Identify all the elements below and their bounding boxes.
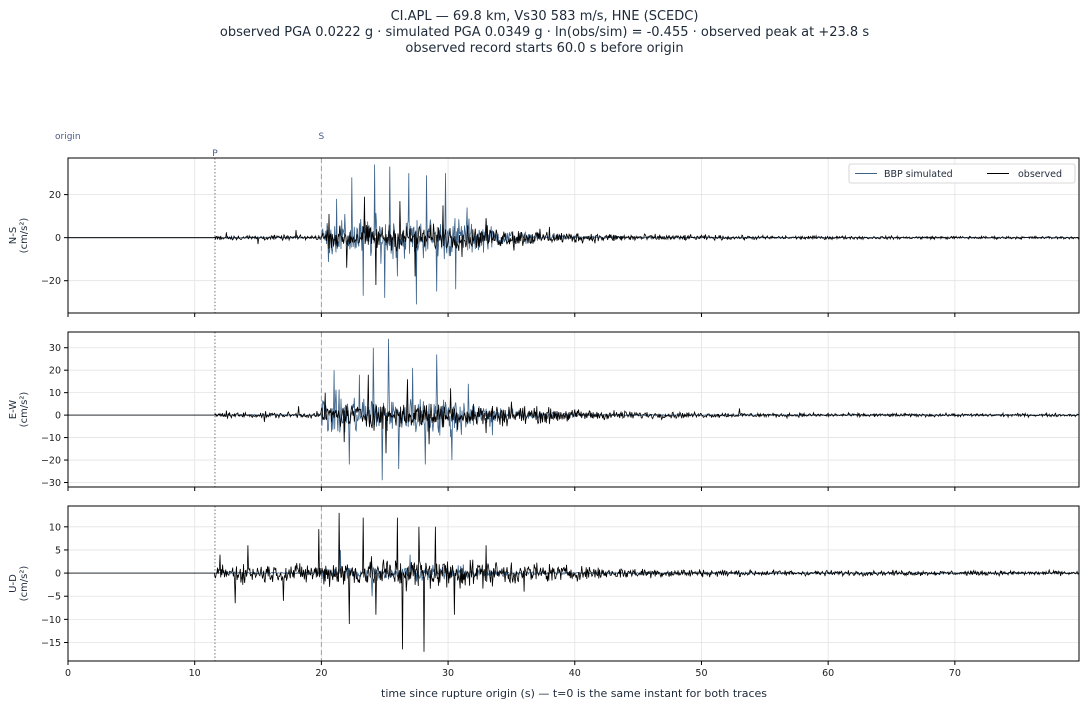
- y-axis-label: (cm/s²): [19, 218, 30, 254]
- trace-observed: [68, 196, 1079, 286]
- legend-label-simulated: BBP simulated: [884, 169, 953, 180]
- y-tick-label: 0: [55, 569, 61, 580]
- x-tick-label: 0: [65, 668, 71, 679]
- marker-label-s: S: [319, 132, 325, 142]
- trace-observed: [68, 374, 1079, 454]
- y-axis-label: N-S: [8, 227, 19, 244]
- x-axis-label: time since rupture origin (s) — t=0 is t…: [381, 687, 767, 700]
- marker-label-p: P: [212, 149, 218, 159]
- x-tick-label: 20: [315, 668, 327, 679]
- y-tick-label: −15: [41, 638, 61, 649]
- x-tick-label: 40: [569, 668, 581, 679]
- figure-title-line-1: CI.APL — 69.8 km, Vs30 583 m/s, HNE (SCE…: [390, 9, 699, 24]
- y-axis-label: (cm/s²): [19, 392, 30, 428]
- y-tick-label: −5: [47, 592, 61, 603]
- plot-frame: [67, 331, 1080, 488]
- y-tick-label: 20: [49, 366, 61, 377]
- x-tick-label: 30: [442, 668, 454, 679]
- y-axis-label: U-D: [8, 574, 19, 593]
- y-tick-label: 0: [55, 411, 61, 422]
- y-tick-label: −20: [41, 456, 61, 467]
- y-tick-label: −30: [41, 478, 61, 489]
- y-axis-label: (cm/s²): [19, 566, 30, 602]
- figure-title-line-2: observed PGA 0.0222 g · simulated PGA 0.…: [219, 25, 870, 40]
- y-tick-label: 5: [55, 545, 61, 556]
- y-tick-label: 10: [49, 522, 61, 533]
- trace-simulated: [68, 164, 1079, 305]
- y-tick-label: −10: [41, 615, 61, 626]
- y-tick-label: 30: [49, 343, 61, 354]
- legend-label-observed: observed: [1018, 169, 1062, 180]
- legend-box: [848, 163, 1076, 184]
- trace-observed: [68, 512, 1079, 652]
- x-tick-label: 60: [822, 668, 834, 679]
- trace-simulated: [68, 338, 1079, 481]
- y-tick-label: −20: [41, 276, 61, 287]
- x-tick-label: 10: [189, 668, 201, 679]
- y-tick-label: 0: [55, 233, 61, 244]
- y-axis-label: E-W: [8, 400, 19, 420]
- figure-title-line-3: observed record starts 60.0 s before ori…: [405, 41, 684, 56]
- x-tick-label: 70: [949, 668, 961, 679]
- plot-frame: [67, 505, 1080, 662]
- plot-frame: [67, 157, 1080, 314]
- y-tick-label: −10: [41, 433, 61, 444]
- y-tick-label: 10: [49, 388, 61, 399]
- x-tick-label: 50: [695, 668, 707, 679]
- y-tick-label: 20: [49, 190, 61, 201]
- marker-label-origin: origin: [55, 132, 81, 142]
